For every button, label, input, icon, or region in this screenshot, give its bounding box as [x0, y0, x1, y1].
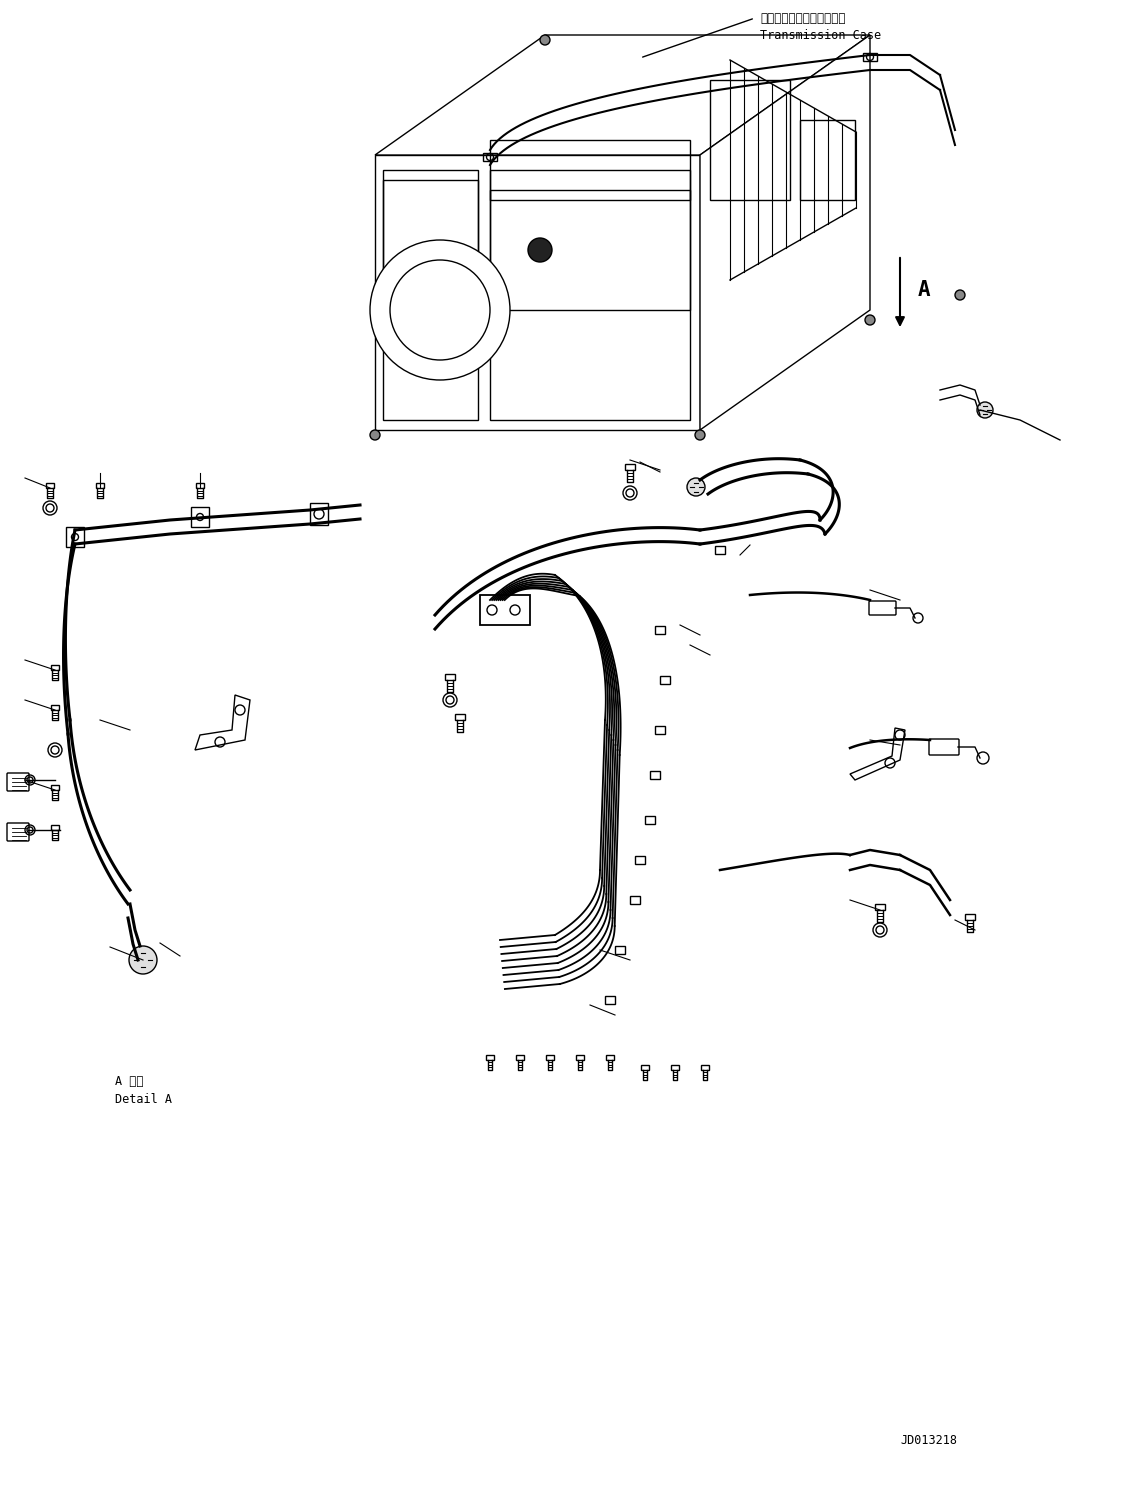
FancyBboxPatch shape: [605, 996, 615, 1003]
FancyBboxPatch shape: [869, 601, 896, 614]
FancyBboxPatch shape: [655, 626, 665, 634]
Text: JD013218: JD013218: [901, 1433, 957, 1446]
FancyBboxPatch shape: [51, 705, 59, 710]
Circle shape: [128, 945, 157, 974]
Bar: [383, 170, 478, 420]
Text: A 詳細
Detail A: A 詳細 Detail A: [115, 1075, 172, 1106]
FancyBboxPatch shape: [625, 464, 634, 470]
Bar: [480, 595, 530, 625]
FancyBboxPatch shape: [630, 896, 640, 904]
Bar: [490, 189, 690, 310]
Circle shape: [695, 429, 705, 440]
FancyBboxPatch shape: [546, 1056, 554, 1060]
Bar: [66, 526, 84, 547]
FancyBboxPatch shape: [641, 1065, 649, 1071]
FancyBboxPatch shape: [455, 714, 465, 720]
FancyBboxPatch shape: [671, 1065, 679, 1071]
FancyBboxPatch shape: [650, 771, 659, 778]
Circle shape: [540, 34, 550, 45]
FancyBboxPatch shape: [634, 856, 645, 863]
Text: A: A: [918, 280, 930, 300]
Bar: [709, 81, 790, 200]
FancyBboxPatch shape: [196, 483, 205, 488]
Bar: [191, 507, 209, 526]
Circle shape: [955, 291, 965, 300]
Circle shape: [865, 315, 875, 325]
FancyBboxPatch shape: [96, 483, 105, 488]
FancyBboxPatch shape: [516, 1056, 524, 1060]
FancyBboxPatch shape: [965, 914, 976, 920]
Bar: [483, 154, 497, 161]
FancyBboxPatch shape: [51, 825, 59, 830]
FancyBboxPatch shape: [576, 1056, 584, 1060]
FancyBboxPatch shape: [51, 665, 59, 669]
FancyBboxPatch shape: [615, 945, 625, 954]
FancyBboxPatch shape: [645, 816, 655, 825]
FancyBboxPatch shape: [702, 1065, 709, 1071]
Circle shape: [687, 479, 705, 497]
FancyBboxPatch shape: [485, 1056, 493, 1060]
FancyBboxPatch shape: [659, 675, 670, 684]
FancyBboxPatch shape: [606, 1056, 614, 1060]
FancyBboxPatch shape: [7, 772, 30, 792]
FancyBboxPatch shape: [655, 726, 665, 734]
Bar: [490, 140, 690, 200]
FancyBboxPatch shape: [445, 674, 455, 680]
Bar: [863, 54, 877, 61]
Circle shape: [977, 403, 993, 417]
FancyBboxPatch shape: [875, 904, 885, 910]
Bar: [490, 170, 690, 420]
FancyBboxPatch shape: [715, 546, 725, 555]
Polygon shape: [375, 34, 870, 155]
Polygon shape: [700, 34, 870, 429]
Circle shape: [528, 239, 551, 262]
FancyBboxPatch shape: [929, 740, 958, 754]
Bar: [383, 180, 478, 300]
Circle shape: [370, 429, 380, 440]
Polygon shape: [375, 155, 700, 429]
Circle shape: [370, 240, 511, 380]
Text: トランスミッションケース
Transmission Case: トランスミッションケース Transmission Case: [760, 12, 881, 42]
Circle shape: [390, 259, 490, 359]
FancyBboxPatch shape: [7, 823, 30, 841]
FancyBboxPatch shape: [51, 784, 59, 790]
Bar: [310, 502, 327, 525]
Bar: [800, 119, 855, 200]
FancyBboxPatch shape: [45, 483, 55, 488]
